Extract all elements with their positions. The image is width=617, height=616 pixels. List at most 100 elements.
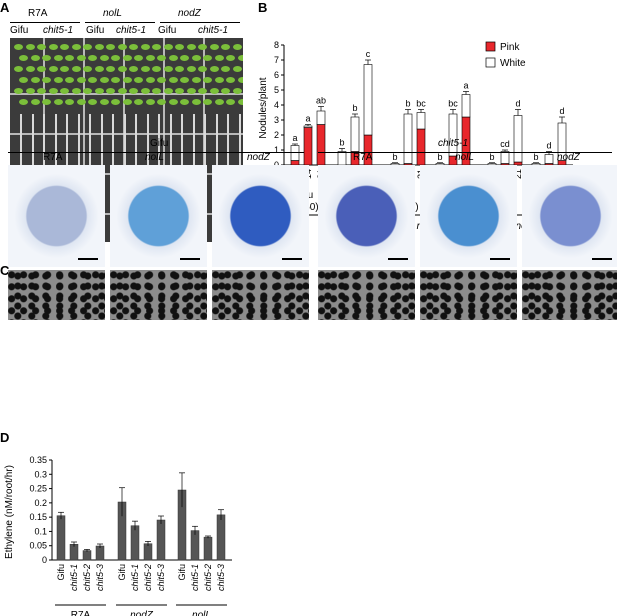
x-tick-label: chit5-2 bbox=[203, 564, 213, 591]
group-label-chit5: chit5-1 bbox=[438, 138, 469, 149]
group-label: nolL bbox=[192, 610, 211, 616]
y-tick-label: 3 bbox=[274, 115, 279, 125]
bar-white bbox=[403, 113, 413, 164]
x-tick-label: chit5-3 bbox=[95, 564, 105, 591]
electron-micrograph-image bbox=[8, 270, 105, 320]
bar bbox=[190, 530, 200, 561]
x-tick-label: chit5-3 bbox=[216, 564, 226, 591]
y-tick-label: 0 bbox=[42, 555, 47, 565]
bar-pink bbox=[303, 127, 313, 166]
y-tick-label: 8 bbox=[274, 40, 279, 50]
bar bbox=[56, 515, 66, 561]
x-tick-label: Gifu bbox=[117, 564, 127, 581]
genotype-label: Gifu bbox=[86, 25, 105, 36]
y-axis-label: Nodules/plant bbox=[258, 77, 269, 138]
legend-swatch bbox=[485, 57, 496, 68]
significance-letter: d bbox=[546, 141, 551, 151]
x-tick-label: chit5-3 bbox=[156, 564, 166, 591]
y-axis-label: Ethylene (nM/root/hr) bbox=[4, 465, 15, 559]
y-tick-label: 6 bbox=[274, 70, 279, 80]
significance-letter: bc bbox=[416, 99, 426, 109]
micrograph-strain-label: nolL bbox=[455, 152, 474, 163]
bar-white bbox=[350, 116, 360, 152]
y-tick-label: 1 bbox=[274, 145, 279, 155]
electron-micrograph-image bbox=[110, 270, 207, 320]
panel-c-label: C bbox=[0, 263, 10, 278]
y-tick-label: 0.05 bbox=[29, 541, 47, 551]
plant-seedling bbox=[25, 44, 40, 241]
plant-seedling bbox=[106, 44, 120, 242]
plant-seedling bbox=[152, 44, 166, 242]
y-tick-label: 4 bbox=[274, 100, 279, 110]
significance-letter: c bbox=[366, 49, 371, 59]
plant-seedling bbox=[186, 44, 201, 209]
bar-white bbox=[303, 125, 313, 128]
significance-letter: d bbox=[559, 106, 564, 116]
nodule-section-image bbox=[110, 165, 207, 267]
bar bbox=[95, 545, 105, 561]
legend-label: White bbox=[500, 58, 526, 69]
bar-white bbox=[448, 113, 458, 157]
genotype-label: chit5-1 bbox=[116, 25, 147, 36]
strain-label-nodz: nodZ bbox=[178, 8, 201, 19]
significance-letter: b bbox=[437, 152, 442, 162]
group-label: nodZ bbox=[130, 610, 154, 616]
significance-letter: a bbox=[463, 81, 468, 91]
x-tick-label: chit5-2 bbox=[82, 564, 92, 591]
significance-letter: b bbox=[533, 152, 538, 162]
plant-seedling bbox=[140, 44, 155, 211]
plant-seedling bbox=[221, 44, 235, 220]
panel-b-label: B bbox=[258, 0, 268, 15]
micrograph-strain-label: R7A bbox=[353, 152, 373, 163]
plant-seedling bbox=[83, 44, 97, 226]
bar bbox=[82, 550, 92, 561]
scale-bar bbox=[592, 258, 612, 260]
plant-seedling bbox=[37, 44, 51, 228]
bracket-noll bbox=[85, 22, 155, 23]
nodule-section-image bbox=[318, 165, 415, 267]
plant-seedling bbox=[232, 44, 243, 207]
electron-micrograph-image bbox=[420, 270, 517, 320]
scale-bar bbox=[282, 258, 302, 260]
significance-letter: d bbox=[515, 99, 520, 109]
plant-seedling bbox=[129, 44, 143, 224]
bar-white bbox=[290, 145, 300, 161]
plant-seedling bbox=[60, 44, 74, 242]
bar bbox=[130, 525, 140, 561]
genotype-label: Gifu bbox=[10, 25, 29, 36]
scale-bar bbox=[180, 258, 200, 260]
y-tick-label: 0.3 bbox=[34, 469, 47, 479]
significance-letter: b bbox=[489, 152, 494, 162]
bracket-r7a bbox=[10, 22, 80, 23]
bar bbox=[143, 543, 153, 561]
legend-label: Pink bbox=[500, 42, 520, 53]
micrograph-strain-label: nodZ bbox=[557, 152, 580, 163]
x-tick-label: chit5-1 bbox=[190, 564, 200, 591]
bar-white bbox=[461, 94, 471, 118]
plant-seedling bbox=[209, 44, 224, 233]
nodule-section-image bbox=[420, 165, 517, 267]
micrograph-strain-label: R7A bbox=[43, 152, 63, 163]
x-tick-label: Gifu bbox=[56, 564, 66, 581]
nodule-section-image bbox=[8, 165, 105, 267]
plant-seedling bbox=[163, 44, 178, 235]
significance-letter: b bbox=[392, 152, 397, 162]
gifu-bracket bbox=[8, 152, 304, 153]
significance-letter: b bbox=[352, 103, 357, 113]
nodule-section-image bbox=[522, 165, 617, 267]
bar bbox=[156, 519, 166, 561]
group-label-gifu: Gifu bbox=[150, 138, 169, 149]
bar-white bbox=[416, 112, 426, 130]
bar-pink bbox=[316, 124, 326, 166]
y-tick-label: 5 bbox=[274, 85, 279, 95]
significance-letter: bc bbox=[448, 99, 458, 109]
bracket-nodz bbox=[160, 22, 240, 23]
y-tick-label: 0.35 bbox=[29, 455, 47, 465]
micrograph-strain-label: nolL bbox=[145, 152, 164, 163]
legend-swatch bbox=[485, 41, 496, 52]
panel-a-label: A bbox=[0, 0, 10, 15]
nodule-section-image bbox=[212, 165, 309, 267]
bar bbox=[203, 536, 213, 561]
electron-micrograph-image bbox=[522, 270, 617, 320]
y-tick-label: 0.1 bbox=[34, 526, 47, 536]
